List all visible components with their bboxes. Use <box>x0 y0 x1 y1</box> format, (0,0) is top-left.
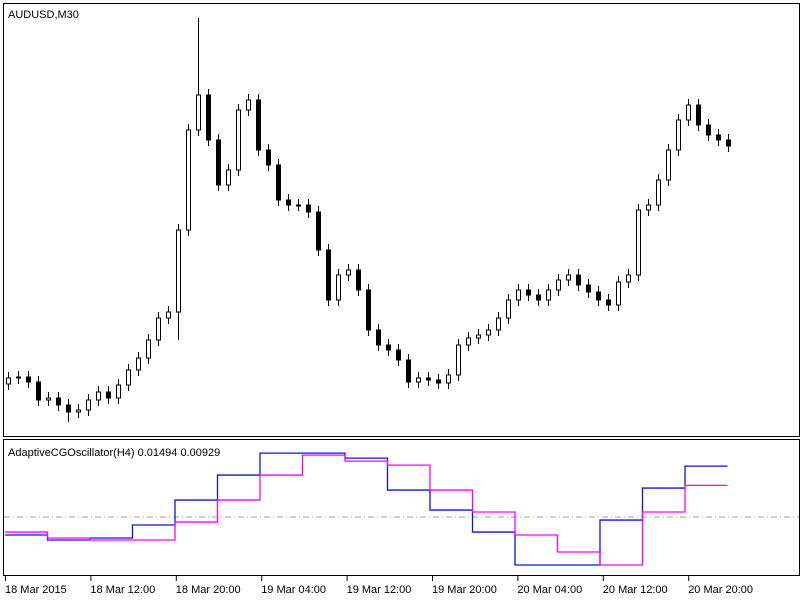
indicator-line <box>5 452 728 566</box>
candle-body <box>426 377 431 381</box>
candle-body <box>526 289 531 296</box>
candle-body <box>36 381 41 401</box>
candle-body <box>676 119 681 151</box>
candle-body <box>656 179 661 206</box>
candle-body <box>116 384 121 399</box>
candle-body <box>226 169 231 186</box>
candle-body <box>26 376 31 383</box>
candle-body <box>126 369 131 386</box>
x-tick-label: 20 Mar 04:00 <box>517 584 582 596</box>
candle-body <box>86 399 91 411</box>
candle-body <box>136 357 141 371</box>
candle-body <box>296 204 301 207</box>
candle-body <box>196 94 201 131</box>
x-tick-label: 18 Mar 2015 <box>5 584 67 596</box>
candle-body <box>376 329 381 346</box>
candle-body <box>626 274 631 283</box>
candle-body <box>356 269 361 291</box>
candle-body <box>666 149 671 181</box>
x-tick-label: 20 Mar 20:00 <box>688 584 753 596</box>
candle-body <box>266 149 271 166</box>
candle-body <box>466 337 471 346</box>
candle-body <box>76 409 81 413</box>
candle-body <box>386 344 391 351</box>
candle-body <box>566 274 571 281</box>
candle-body <box>416 377 421 383</box>
candle-body <box>336 274 341 301</box>
candle-body <box>6 377 11 385</box>
candle-body <box>406 359 411 383</box>
candle-body <box>146 339 151 359</box>
candle-body <box>96 391 101 401</box>
candle-body <box>186 129 191 231</box>
indicator-line <box>5 454 728 566</box>
candle-body <box>446 374 451 384</box>
x-tick-label: 18 Mar 20:00 <box>176 584 241 596</box>
candle-body <box>436 379 441 384</box>
candle-body <box>616 281 621 306</box>
x-tick-label: 20 Mar 12:00 <box>603 584 668 596</box>
candle-body <box>106 391 111 399</box>
candle-body <box>476 334 481 339</box>
indicator-value: 0.00929 <box>180 447 220 459</box>
chart-title: AUDUSD,M30 <box>8 9 79 21</box>
candle-body <box>346 269 351 276</box>
candle-body <box>546 289 551 301</box>
candle-body <box>396 349 401 361</box>
x-tick-label: 18 Mar 12:00 <box>90 584 155 596</box>
candle-body <box>636 209 641 276</box>
candle-body <box>286 199 291 206</box>
candle-body <box>506 299 511 319</box>
candle-body <box>726 139 731 147</box>
candle-body <box>246 99 251 111</box>
x-tick-label: 19 Mar 12:00 <box>347 584 412 596</box>
indicator-label: AdaptiveCGOscillator(H4) 0.01494 0.00929 <box>8 447 220 459</box>
candle-body <box>306 204 311 213</box>
candle-body <box>166 311 171 319</box>
candle-body <box>706 124 711 136</box>
candle-body <box>716 134 721 141</box>
candle-body <box>596 291 601 301</box>
candle-body <box>66 404 71 413</box>
candle-body <box>516 289 521 301</box>
candle-body <box>486 329 491 336</box>
candle-body <box>456 344 461 376</box>
candle-body <box>366 289 371 331</box>
candle-body <box>606 299 611 306</box>
candle-body <box>16 376 21 379</box>
candle-body <box>176 229 181 313</box>
candle-body <box>536 294 541 301</box>
candle-body <box>696 104 701 126</box>
candle-body <box>46 397 51 401</box>
candle-body <box>256 99 261 151</box>
candle-body <box>586 284 591 293</box>
candle-body <box>326 249 331 301</box>
candle-body <box>156 317 161 341</box>
candle-body <box>646 204 651 211</box>
candle-body <box>686 104 691 121</box>
candle-body <box>206 94 211 141</box>
x-tick-label: 19 Mar 04:00 <box>261 584 326 596</box>
candle-body <box>236 109 241 171</box>
candle-body <box>56 397 61 406</box>
indicator-title: AdaptiveCGOscillator(H4) <box>8 447 135 459</box>
candle-body <box>216 139 221 186</box>
candle-body <box>316 211 321 251</box>
candle-body <box>556 279 561 291</box>
candle-body <box>276 164 281 201</box>
candle-body <box>496 317 501 331</box>
indicator-value: 0.01494 <box>138 447 178 459</box>
x-tick-label: 19 Mar 20:00 <box>432 584 497 596</box>
candle-body <box>576 274 581 286</box>
